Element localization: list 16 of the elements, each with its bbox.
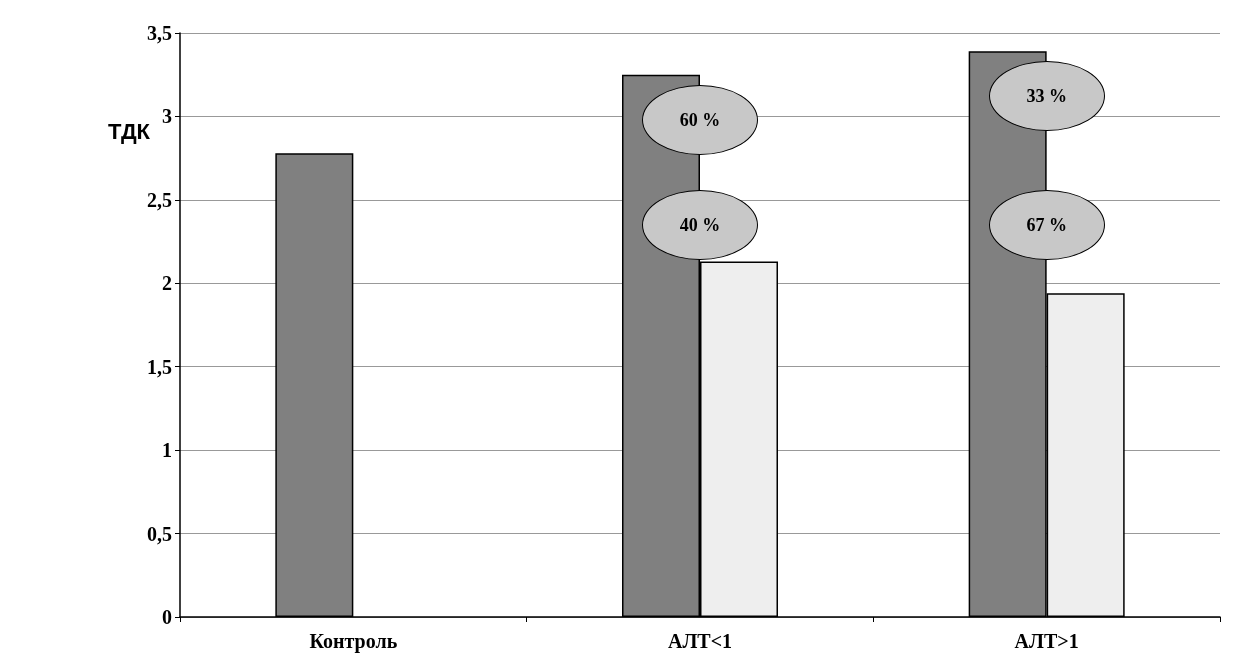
y-tick-label: 0 bbox=[162, 606, 172, 628]
y-tick-label: 3 bbox=[162, 105, 172, 128]
x-tick-label: АЛТ<1 bbox=[667, 630, 733, 652]
y-tick-label: 3,5 bbox=[147, 22, 172, 44]
y-tick-label: 1 bbox=[162, 439, 172, 462]
annotation: 40 % bbox=[679, 214, 721, 236]
y-axis-title: ТДК bbox=[108, 118, 151, 144]
x-tick-label: Контроль bbox=[309, 630, 398, 653]
y-tick-label: 2,5 bbox=[147, 188, 172, 211]
x-tick-label: АЛТ>1 bbox=[1014, 630, 1079, 652]
annotation: 33 % bbox=[1026, 85, 1067, 107]
annotation: 60 % bbox=[679, 109, 721, 131]
y-tick-label: 2 bbox=[162, 272, 172, 295]
y-tick-label: 1,5 bbox=[147, 355, 172, 378]
annotation: 67 % bbox=[1026, 214, 1067, 236]
y-tick-label: 0,5 bbox=[147, 522, 172, 545]
